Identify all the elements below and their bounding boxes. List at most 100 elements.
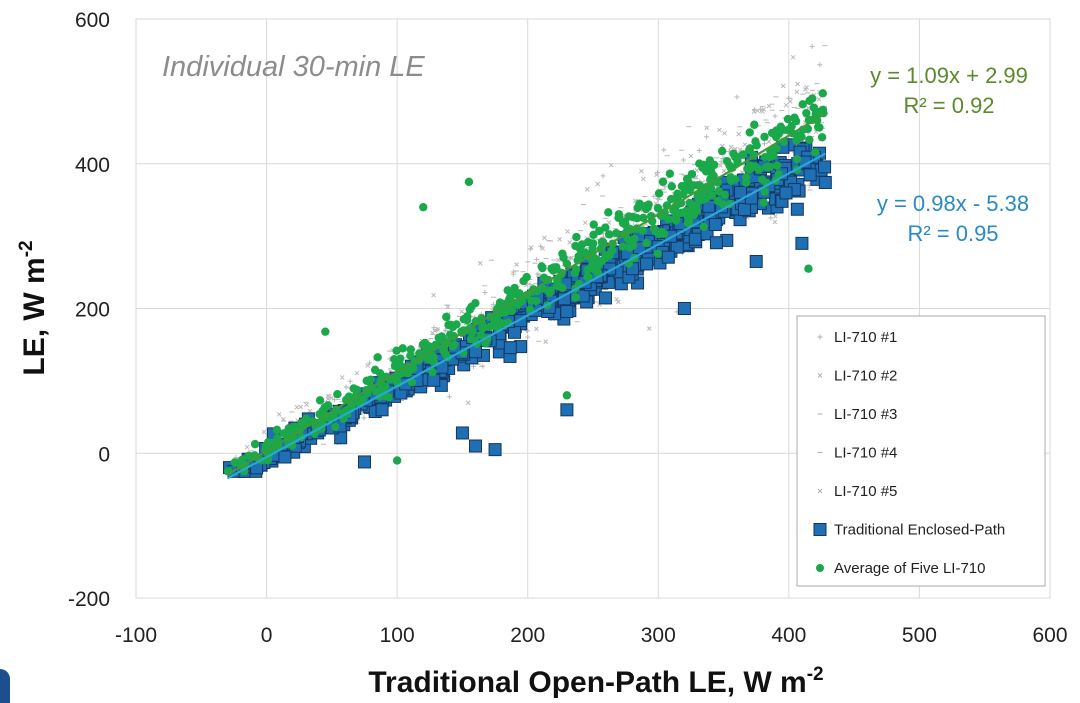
point-li-710-5 [307, 408, 313, 414]
point-average-of-five-li-710 [330, 422, 340, 432]
point-li-710-5 [614, 296, 619, 302]
legend-item: LI-710 #5 [817, 483, 897, 500]
x-tick-label: 400 [771, 624, 806, 647]
point-li-710-1 [343, 384, 349, 390]
trendline-fit-green [226, 112, 826, 476]
point-li-710-5 [728, 144, 734, 150]
point-li-710-5 [430, 330, 435, 336]
legend-marker [817, 373, 823, 378]
point-li-710-1 [696, 147, 702, 153]
legend-label: LI-710 #3 [834, 406, 897, 423]
point-average-of-five-li-710 [238, 455, 247, 464]
point-average-of-five-li-710 [691, 201, 701, 210]
point-traditional-enclosed-path [598, 291, 612, 305]
point-average-of-five-li-710 [481, 339, 490, 348]
point-average-of-five-li-710 [774, 129, 784, 138]
point-average-of-five-li-710 [802, 108, 811, 118]
point-average-of-five-li-710 [519, 276, 528, 286]
point-li-710-5 [294, 404, 300, 410]
point-average-of-five-li-710 [628, 241, 638, 250]
point-li-710-5 [540, 246, 545, 251]
x-axis-title: Traditional Open-Path LE, W m-2 [368, 664, 823, 699]
trendlines [226, 112, 826, 480]
point-traditional-enclosed-path [503, 341, 517, 355]
point-average-of-five-li-710 [371, 387, 381, 396]
legend-marker [817, 334, 823, 340]
point-li-710-2 [329, 395, 334, 401]
green-equation-line1: y = 1.09x + 2.99 [870, 63, 1028, 88]
point-average-of-five-li-710 [445, 330, 455, 339]
point-average-of-five-li-710 [671, 216, 681, 225]
point-average-of-five-li-710 [695, 159, 704, 168]
point-average-of-five-li-710 [633, 203, 642, 213]
point-average-of-five-li-710 [765, 162, 775, 171]
point-average-of-five-li-710 [765, 152, 774, 162]
point-average-of-five-li-710 [419, 202, 428, 212]
point-traditional-enclosed-path [468, 439, 482, 453]
point-average-of-five-li-710 [717, 146, 727, 156]
point-average-of-five-li-710 [492, 320, 501, 329]
point-average-of-five-li-710 [713, 196, 723, 206]
trendline-fit-blue [226, 152, 826, 480]
point-traditional-enclosed-path [358, 455, 371, 469]
point-li-710-5 [339, 375, 345, 380]
point-average-of-five-li-710 [760, 187, 769, 196]
point-li-710-2 [787, 99, 793, 104]
point-traditional-enclosed-path [670, 240, 684, 254]
green-equation: y = 1.09x + 2.99 R² = 0.92 [870, 63, 1028, 118]
point-li-710-5 [261, 429, 267, 435]
point-traditional-enclosed-path [790, 202, 804, 216]
point-average-of-five-li-710 [370, 365, 380, 375]
point-li-710-5 [615, 299, 621, 305]
point-average-of-five-li-710 [783, 125, 792, 135]
point-average-of-five-li-710 [653, 203, 663, 213]
point-average-of-five-li-710 [767, 128, 777, 138]
point-li-710-1 [809, 43, 815, 49]
point-li-710-2 [543, 339, 549, 344]
point-li-710-1 [534, 256, 540, 262]
point-average-of-five-li-710 [604, 230, 614, 239]
point-average-of-five-li-710 [745, 165, 754, 174]
point-average-of-five-li-710 [384, 393, 393, 402]
point-average-of-five-li-710 [771, 144, 780, 153]
point-average-of-five-li-710 [618, 242, 628, 251]
point-average-of-five-li-710 [817, 133, 827, 142]
point-average-of-five-li-710 [315, 409, 324, 419]
point-li-710-5 [528, 245, 534, 250]
point-li-710-1 [361, 415, 367, 421]
blue-r-squared: R² = 0.95 [907, 221, 998, 246]
legend-marker [813, 523, 827, 536]
point-average-of-five-li-710 [697, 189, 706, 198]
legend-label: Average of Five LI-710 [834, 560, 985, 577]
point-average-of-five-li-710 [446, 320, 455, 329]
point-average-of-five-li-710 [448, 342, 458, 351]
point-average-of-five-li-710 [572, 232, 581, 242]
legend-label: LI-710 #1 [834, 329, 897, 346]
point-traditional-enclosed-path [661, 250, 675, 264]
point-li-710-5 [584, 186, 590, 192]
point-average-of-five-li-710 [714, 186, 723, 196]
point-traditional-enclosed-path [560, 403, 574, 417]
legend-item: LI-710 #2 [817, 368, 897, 385]
point-li-710-1 [600, 173, 606, 179]
point-average-of-five-li-710 [396, 354, 405, 363]
point-li-710-1 [768, 215, 774, 221]
point-li-710-5 [304, 402, 309, 408]
point-average-of-five-li-710 [658, 177, 668, 186]
point-li-710-2 [717, 127, 722, 133]
point-li-710-5 [704, 125, 710, 131]
point-average-of-five-li-710 [506, 292, 515, 301]
x-tick-label: 200 [510, 624, 545, 647]
point-average-of-five-li-710 [760, 132, 769, 141]
point-li-710-1 [661, 147, 667, 153]
point-traditional-enclosed-path [677, 302, 691, 315]
point-average-of-five-li-710 [707, 191, 717, 200]
point-average-of-five-li-710 [434, 333, 443, 342]
y-tick-label: 400 [75, 154, 110, 177]
legend-item: LI-710 #1 [817, 329, 897, 346]
point-average-of-five-li-710 [428, 367, 437, 377]
y-axis-title-text: LE, W m [18, 257, 51, 375]
point-li-710-2 [780, 83, 786, 89]
point-li-710-1 [681, 157, 687, 163]
point-average-of-five-li-710 [279, 429, 288, 438]
